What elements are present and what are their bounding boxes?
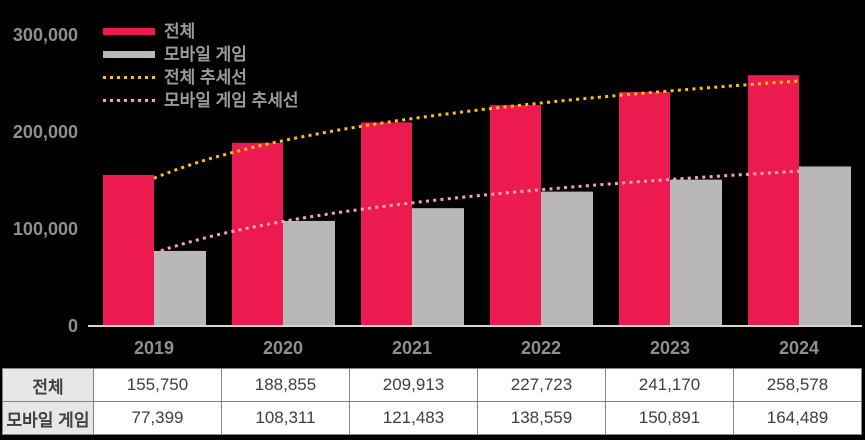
table-row-header-mobile: 모바일 게임: [2, 401, 94, 435]
bar-mobile-2022: [541, 191, 593, 326]
table-cell: 138,559: [477, 401, 606, 435]
bar-total-2021: [361, 122, 412, 326]
table-cell: 241,170: [605, 368, 734, 402]
y-axis-tick-label: 200,000: [13, 122, 78, 142]
legend-label-mobile: 모바일 게임: [164, 45, 247, 64]
legend-swatch-mobile-icon: [103, 51, 155, 58]
x-axis-label-2022: 2022: [521, 338, 561, 358]
table-cell: 209,913: [349, 368, 478, 402]
table-row-header-total: 전체: [2, 368, 94, 402]
table-cell: 258,578: [733, 368, 862, 402]
x-axis-label-2023: 2023: [650, 338, 690, 358]
legend-swatch-total-trend-icon: [103, 76, 155, 79]
bar-mobile-2023: [670, 179, 722, 326]
legend-label-mobile-trend: 모바일 게임 추세선: [164, 91, 299, 110]
data-table: 전체 155,750 188,855 209,913 227,723 241,170 25…: [2, 368, 862, 435]
x-axis-label-2024: 2024: [779, 338, 819, 358]
legend-swatch-mobile-trend-icon: [103, 99, 155, 102]
bar-mobile-2020: [283, 220, 335, 326]
y-axis-tick-label: 0: [68, 316, 78, 336]
bar-total-2023: [619, 92, 670, 327]
bar-total-2024: [748, 75, 799, 326]
legend-item-total-trend: 전체 추세선: [103, 66, 299, 89]
bar-total-2019: [103, 174, 154, 326]
table-cell: 150,891: [605, 401, 734, 435]
legend-swatch-total-icon: [103, 28, 155, 35]
trendline-total: [153, 79, 800, 180]
table-cell: 121,483: [349, 401, 478, 435]
chart-legend: 전체 모바일 게임 전체 추세선 모바일 게임 추세선: [103, 20, 299, 112]
legend-label-total-trend: 전체 추세선: [164, 68, 247, 87]
x-axis-label-2020: 2020: [263, 338, 303, 358]
trendline-mobile: [153, 169, 800, 255]
bar-chart: 0 100,000 200,000 300,000 2019 2020 2021 2022 20…: [13, 25, 862, 358]
x-axis-label-2019: 2019: [134, 338, 174, 358]
table-cell: 227,723: [477, 368, 606, 402]
bar-mobile-2019: [154, 250, 206, 326]
table-row-total: 전체 155,750 188,855 209,913 227,723 241,170 25…: [2, 368, 862, 402]
table-cell: 77,399: [93, 401, 222, 435]
table-cell: 188,855: [221, 368, 350, 402]
table-cell: 108,311: [221, 401, 350, 435]
legend-label-total: 전체: [164, 22, 196, 41]
table-cell: 164,489: [733, 401, 862, 435]
bar-mobile-2024: [799, 166, 851, 326]
legend-item-mobile: 모바일 게임: [103, 43, 299, 66]
legend-item-total: 전체: [103, 20, 299, 43]
y-axis-tick-label: 100,000: [13, 219, 78, 239]
y-axis-tick-label: 300,000: [13, 25, 78, 45]
table-row-mobile: 모바일 게임 77,399 108,311 121,483 138,559 150,89…: [2, 401, 862, 435]
bar-total-2020: [232, 142, 283, 326]
bar-mobile-2021: [412, 208, 464, 326]
legend-item-mobile-trend: 모바일 게임 추세선: [103, 89, 299, 112]
table-cell: 155,750: [93, 368, 222, 402]
x-axis-label-2021: 2021: [392, 338, 432, 358]
bar-total-2022: [490, 105, 541, 326]
